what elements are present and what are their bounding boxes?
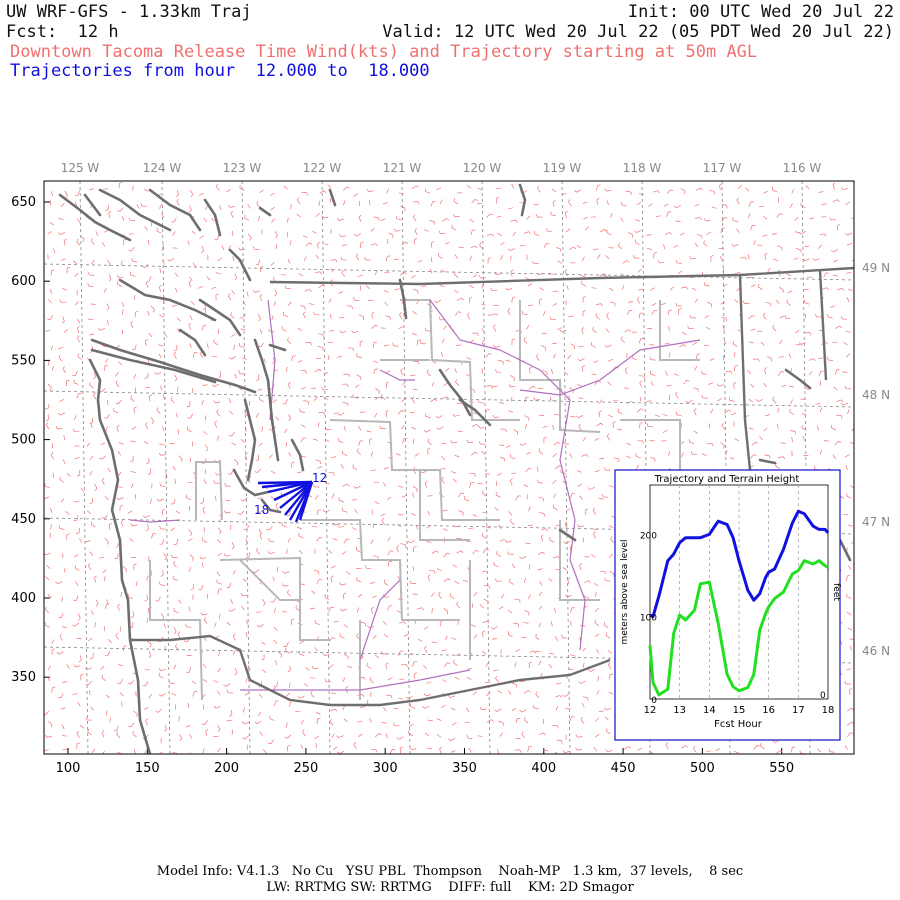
y-tick-label: 600 <box>11 274 36 289</box>
longitude-label: 122 W <box>303 161 342 175</box>
longitude-label: 120 W <box>463 161 502 175</box>
inset-y-tick: 0 <box>651 696 657 706</box>
latitude-label: 48 N <box>862 388 890 402</box>
longitude-label: 123 W <box>223 161 262 175</box>
inset-xlabel: Fcst Hour <box>714 719 763 730</box>
inset-x-tick: 16 <box>762 705 775 716</box>
x-tick-label: 300 <box>373 761 398 776</box>
longitude-label: 118 W <box>623 161 662 175</box>
latitude-labels: 49 N 48 N 47 N 46 N <box>862 261 890 658</box>
inset-title: Trajectory and Terrain Height <box>654 474 800 485</box>
inset-panel <box>614 469 841 741</box>
y-axis-ticks: 650 600 550 500 450 400 350 <box>11 195 50 685</box>
inset-ylabel-right: feet <box>831 583 841 601</box>
y-tick-label: 550 <box>11 353 36 368</box>
y-tick-label: 500 <box>11 433 36 448</box>
y-tick-label: 350 <box>11 670 36 685</box>
x-tick-label: 400 <box>531 761 556 776</box>
inset-x-tick: 18 <box>822 705 835 716</box>
inset-x-tick: 15 <box>733 705 746 716</box>
longitude-label: 119 W <box>543 161 582 175</box>
longitude-label: 124 W <box>143 161 182 175</box>
inset-y-ticks: 0 100 200 <box>640 531 657 706</box>
x-tick-label: 550 <box>769 761 794 776</box>
x-tick-label: 350 <box>452 761 477 776</box>
inset-x-tick: 14 <box>703 705 716 716</box>
init-time: Init: 00 UTC Wed 20 Jul 22 <box>627 2 894 22</box>
x-tick-label: 150 <box>135 761 160 776</box>
x-tick-label: 250 <box>293 761 318 776</box>
model-info-line2: LW: RRTMG SW: RRTMG DIFF: full KM: 2D Sm… <box>266 880 634 895</box>
trajectory-hours: Trajectories from hour 12.000 to 18.000 <box>10 61 430 81</box>
inset-y-tick: 100 <box>640 614 657 624</box>
inset-chart: Trajectory and Terrain Height 12 13 14 15 16… <box>614 469 841 741</box>
inset-ylabel-left: meters above sea level <box>620 539 630 644</box>
series-trajectory <box>649 509 830 619</box>
inset-x-tick: 13 <box>673 705 686 716</box>
x-tick-label: 100 <box>56 761 81 776</box>
y-tick-label: 450 <box>11 512 36 527</box>
trajectory-start-label: 12 <box>312 471 327 485</box>
forecast-hour: Fcst: 12 h <box>6 22 119 42</box>
longitude-labels: 125 W 124 W 123 W 122 W 121 W 120 W 119 W 118 W… <box>61 161 822 175</box>
x-tick-label: 500 <box>690 761 715 776</box>
map-frame <box>43 180 855 755</box>
x-axis-ticks: 100 150 200 250 300 350 400 450 500 550 <box>56 748 794 776</box>
state-boundaries <box>130 266 854 707</box>
inset-y-tick: 200 <box>640 531 657 541</box>
model-info-line1: Model Info: V4.1.3 No Cu YSU PBL Thompso… <box>156 864 744 879</box>
longitude-label: 116 W <box>783 161 822 175</box>
y-tick-label: 650 <box>11 195 36 210</box>
x-tick-label: 200 <box>214 761 239 776</box>
inset-x-ticks: 12 13 14 15 16 17 18 <box>644 705 835 716</box>
coastline <box>58 183 852 754</box>
longitude-label: 125 W <box>61 161 100 175</box>
inset-series <box>648 509 830 697</box>
county-boundaries <box>149 299 700 701</box>
latitude-label: 46 N <box>862 644 890 658</box>
longitude-label: 117 W <box>703 161 742 175</box>
trajectory-paths <box>257 480 314 523</box>
y-tick-label: 400 <box>11 591 36 606</box>
inset-x-tick: 12 <box>644 705 657 716</box>
inset-right-tick: 0 <box>820 691 826 701</box>
model-title: UW WRF-GFS - 1.33km Traj <box>6 2 252 22</box>
series-terrain <box>648 559 829 697</box>
longitude-label: 121 W <box>383 161 422 175</box>
inset-x-tick: 17 <box>792 705 805 716</box>
trajectory-end-label: 18 <box>254 503 269 517</box>
latitude-label: 47 N <box>862 515 890 529</box>
field-description: Downtown Tacoma Release Time Wind(kts) a… <box>10 42 758 62</box>
latitude-label: 49 N <box>862 261 890 275</box>
rivers <box>129 299 701 691</box>
x-tick-label: 450 <box>611 761 636 776</box>
valid-time: Valid: 12 UTC Wed 20 Jul 22 (05 PDT Wed … <box>382 22 894 42</box>
